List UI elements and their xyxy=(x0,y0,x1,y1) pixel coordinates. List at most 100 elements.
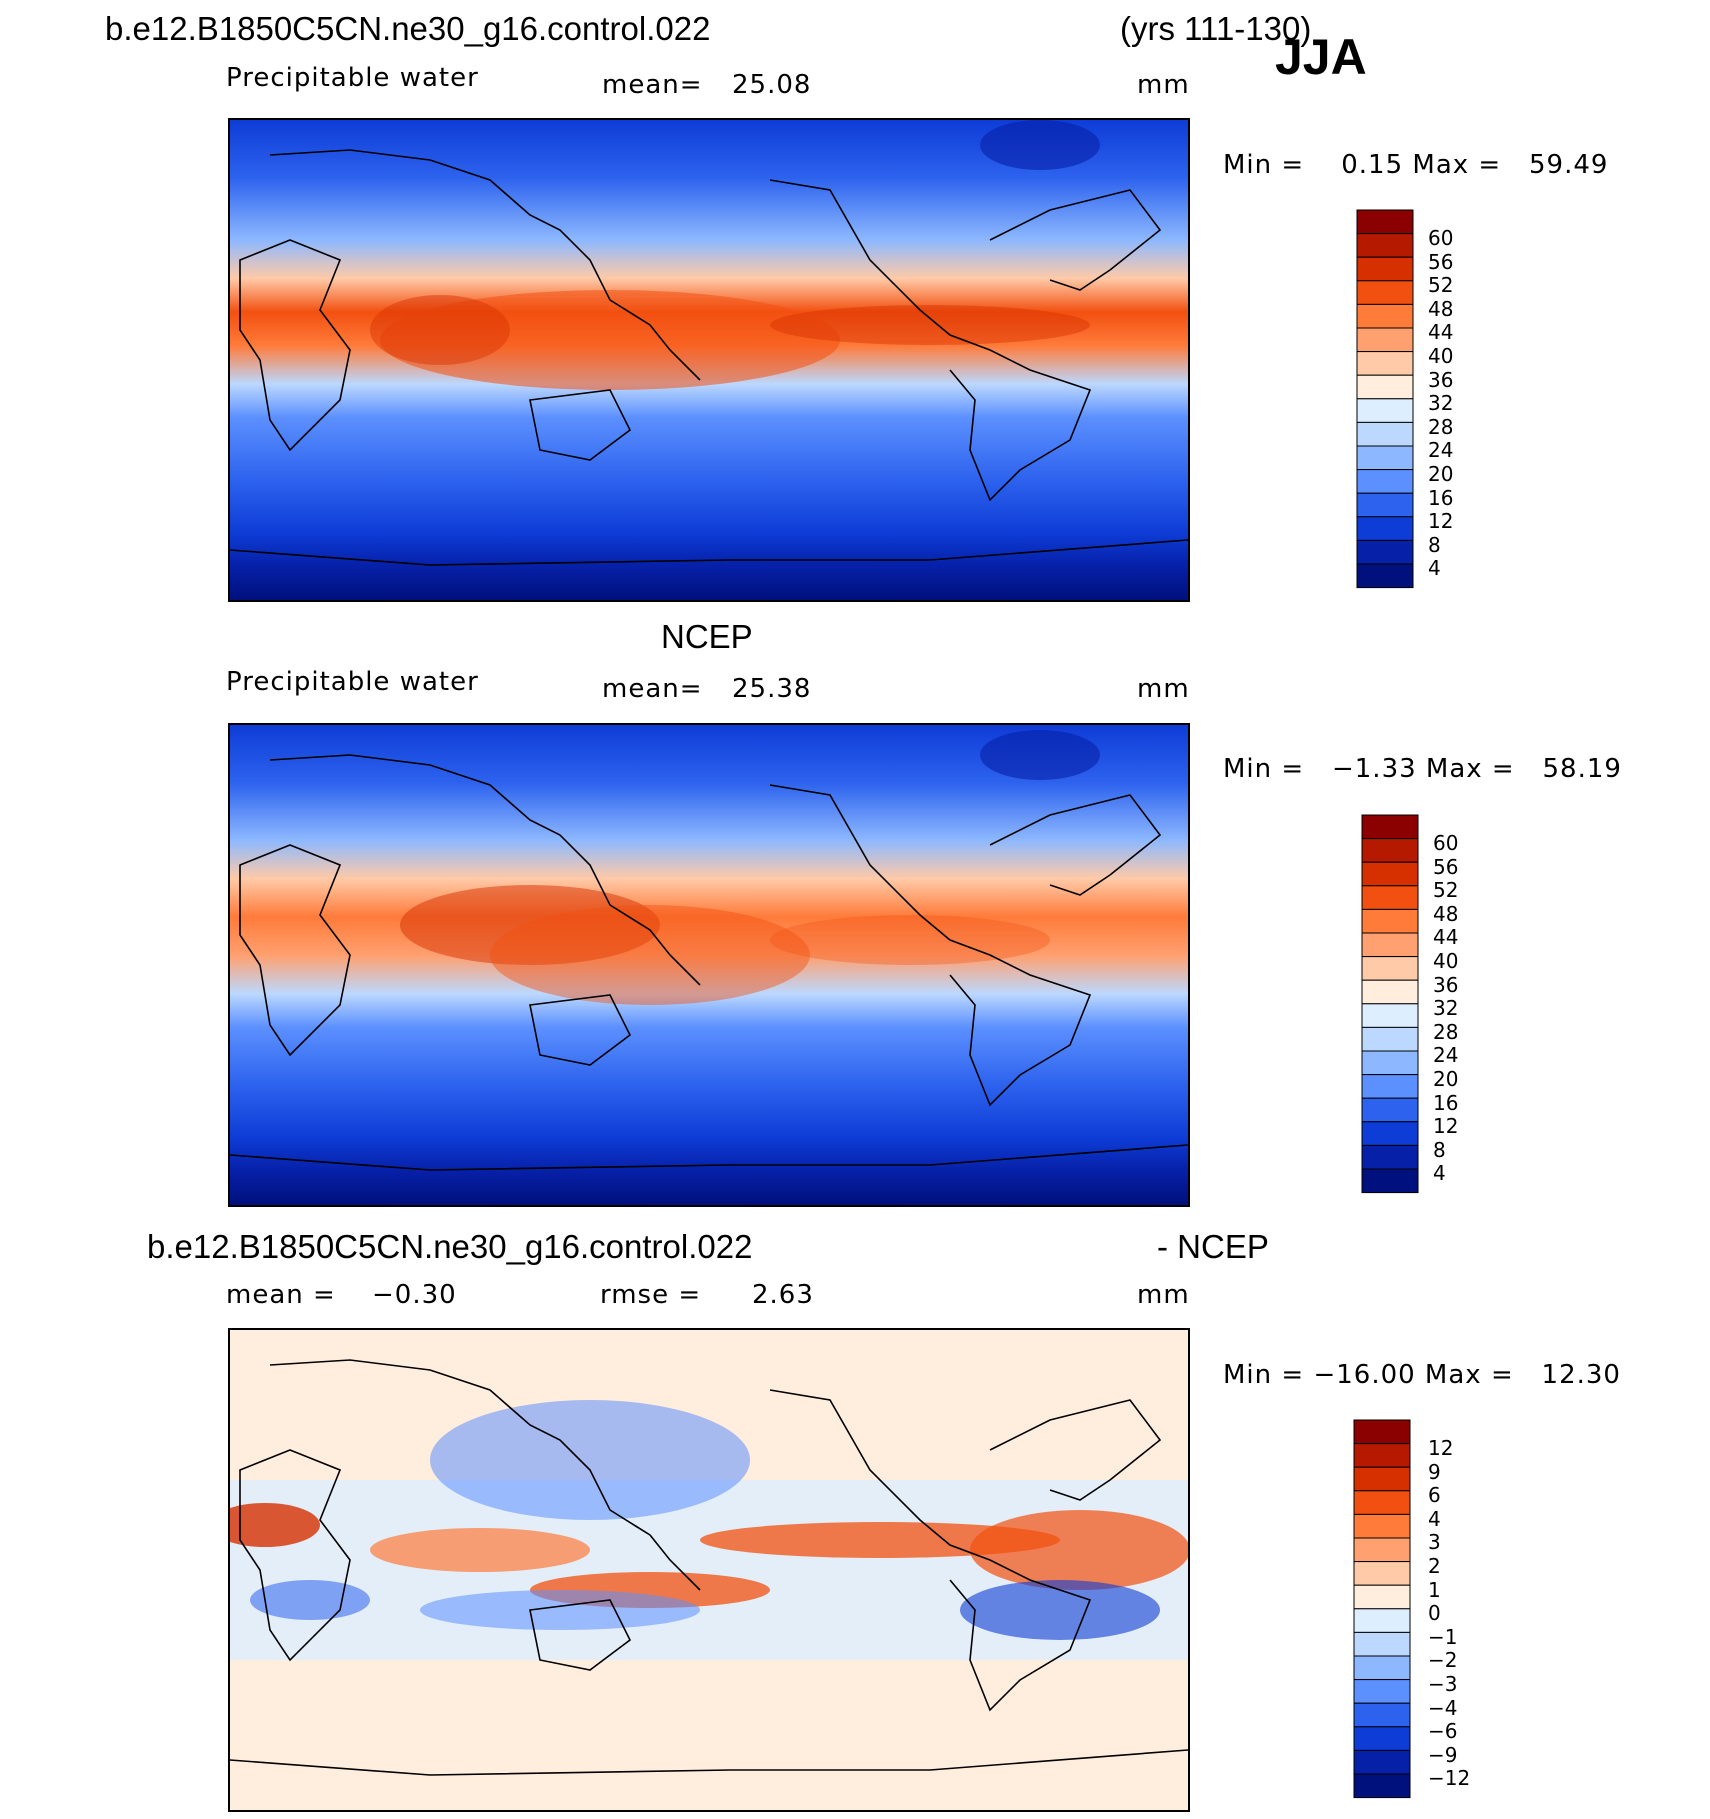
panel1-colorbar-box xyxy=(1356,398,1414,423)
panel1-colorbar-box xyxy=(1356,327,1414,353)
panel2-colorbar-label: 52 xyxy=(1433,878,1459,903)
panel1-colorbar-graphic xyxy=(1356,209,1414,589)
panel3-colorbar-label: −12 xyxy=(1428,1766,1471,1791)
panel3-units: mm xyxy=(1137,1280,1190,1310)
panel2-variable: Precipitable water xyxy=(226,667,479,697)
panel2-colorbar-box xyxy=(1361,1097,1419,1123)
panel1-colorbar-box xyxy=(1356,303,1414,329)
panel2-colorbar-label: 4 xyxy=(1433,1161,1446,1186)
panel3-colorbar-label: 2 xyxy=(1428,1553,1441,1578)
panel1-units: mm xyxy=(1137,70,1190,100)
panel3-colorbar-label: 9 xyxy=(1428,1459,1441,1484)
panel2-colorbar-box xyxy=(1361,1003,1419,1028)
panel2-colorbar-box xyxy=(1361,1050,1419,1076)
panel3-colorbar-box xyxy=(1353,1655,1411,1681)
panel3-title-right: - NCEP xyxy=(1157,1228,1269,1265)
panel3-colorbar-label: 3 xyxy=(1428,1530,1441,1555)
panel2-colorbar-label: 48 xyxy=(1433,901,1459,926)
panel1-mean-value: 25.08 xyxy=(732,70,812,100)
panel3-colorbar-label: 0 xyxy=(1428,1601,1441,1626)
panel2-mean-label: mean= xyxy=(602,674,703,704)
panel2-colorbar-box xyxy=(1361,861,1419,887)
panel1-colorbar-label: 32 xyxy=(1428,391,1454,416)
panel3-colorbar-box xyxy=(1353,1631,1411,1657)
panel3-colorbar-label: −3 xyxy=(1428,1671,1458,1696)
panel2-map xyxy=(228,723,1190,1207)
panel2-colorbar-label: 24 xyxy=(1433,1043,1459,1068)
panel2-colorbar-box xyxy=(1361,1121,1419,1146)
panel2-colorbar xyxy=(1361,814,1522,1195)
panel2-colorbar-label: 40 xyxy=(1433,948,1459,973)
panel1-colorbar-label: 20 xyxy=(1428,461,1454,486)
panel3-colorbar-box xyxy=(1353,1749,1411,1775)
panel2-colorbar-box xyxy=(1361,1144,1419,1170)
panel2-mean-value: 25.38 xyxy=(732,674,812,704)
panel3-colorbar xyxy=(1353,1419,1514,1800)
years-label: (yrs 111-130) xyxy=(1120,10,1312,47)
panel3-colorbar-label: 4 xyxy=(1428,1506,1441,1531)
panel2-colorbar-box xyxy=(1361,1168,1419,1194)
panel1-colorbar-box xyxy=(1356,539,1414,565)
panel1-colorbar-box xyxy=(1356,374,1414,400)
panel2-colorbar-box xyxy=(1361,979,1419,1005)
panel3-colorbar-label: 1 xyxy=(1428,1577,1441,1602)
panel2-units: mm xyxy=(1137,674,1190,704)
panel1-colorbar-label: 16 xyxy=(1428,485,1454,510)
panel1-colorbar-label: 44 xyxy=(1428,320,1454,345)
panel1-minmax: Min = 0.15 Max = 59.49 xyxy=(1223,150,1609,180)
panel3-colorbar-box xyxy=(1353,1679,1411,1704)
panel3-mean-label: mean = xyxy=(226,1280,336,1310)
panel3-colorbar-box xyxy=(1353,1537,1411,1563)
panel1-colorbar-label: 40 xyxy=(1428,343,1454,368)
panel2-colorbar-box xyxy=(1361,1074,1419,1099)
panel2-colorbar-label: 44 xyxy=(1433,925,1459,950)
panel1-map xyxy=(228,118,1190,602)
panel3-colorbar-box xyxy=(1353,1466,1411,1492)
panel3-map xyxy=(228,1328,1190,1812)
panel1-map-graphic xyxy=(230,120,1188,600)
panel3-map-graphic xyxy=(230,1330,1188,1810)
panel1-colorbar-label: 48 xyxy=(1428,296,1454,321)
panel3-colorbar-box xyxy=(1353,1419,1411,1445)
panel1-colorbar-label: 36 xyxy=(1428,367,1454,392)
panel1-colorbar-box xyxy=(1356,233,1414,258)
panel2-colorbar-box xyxy=(1361,885,1419,910)
panel3-colorbar-box xyxy=(1353,1490,1411,1515)
panel2-coastlines xyxy=(230,754,1188,1171)
panel3-rmse-label: rmse = xyxy=(600,1280,702,1310)
panel1-colorbar-box xyxy=(1356,563,1414,589)
panel3-colorbar-box xyxy=(1353,1513,1411,1539)
panel3-colorbar-label: −2 xyxy=(1428,1648,1458,1673)
panel3-colorbar-label: −1 xyxy=(1428,1624,1458,1649)
panel2-colorbar-label: 12 xyxy=(1433,1114,1459,1139)
panel2-colorbar-box xyxy=(1361,814,1419,840)
panel1-colorbar-label: 4 xyxy=(1428,556,1441,581)
panel2-colorbar-box xyxy=(1361,1026,1419,1052)
panel3-colorbar-box xyxy=(1353,1702,1411,1728)
panel1-colorbar-box xyxy=(1356,469,1414,494)
panel2-title: NCEP xyxy=(661,618,753,655)
panel2-colorbar-label: 28 xyxy=(1433,1019,1459,1044)
panel3-rmse-value: 2.63 xyxy=(752,1280,814,1310)
panel3-colorbar-box xyxy=(1353,1443,1411,1468)
panel3-colorbar-label: −6 xyxy=(1428,1719,1458,1744)
panel1-colorbar-box xyxy=(1356,516,1414,541)
panel3-colorbar-box xyxy=(1353,1608,1411,1633)
panel2-colorbar-box xyxy=(1361,956,1419,981)
panel3-colorbar-box xyxy=(1353,1773,1411,1799)
panel2-minmax: Min = −1.33 Max = 58.19 xyxy=(1223,754,1622,784)
panel2-colorbar-label: 56 xyxy=(1433,854,1459,879)
case-title: b.e12.B1850C5CN.ne30_g16.control.022 xyxy=(105,10,711,47)
season-label: JJA xyxy=(1275,29,1367,85)
panel3-minmax: Min = −16.00 Max = 12.30 xyxy=(1223,1360,1621,1390)
panel2-colorbar-graphic xyxy=(1361,814,1419,1194)
panel2-colorbar-label: 36 xyxy=(1433,972,1459,997)
panel1-colorbar-box xyxy=(1356,351,1414,376)
panel1-mean-label: mean= xyxy=(602,70,703,100)
panel3-colorbar-graphic xyxy=(1353,1419,1411,1799)
panel1-colorbar-box xyxy=(1356,256,1414,282)
panel2-colorbar-label: 8 xyxy=(1433,1137,1446,1162)
panel2-colorbar-box xyxy=(1361,932,1419,958)
panel1-colorbar-box xyxy=(1356,280,1414,305)
panel1-colorbar-box xyxy=(1356,421,1414,447)
